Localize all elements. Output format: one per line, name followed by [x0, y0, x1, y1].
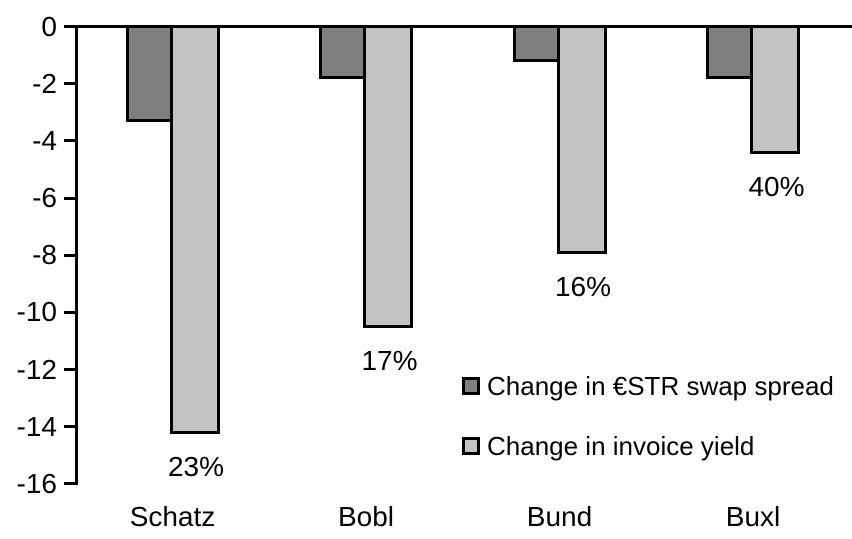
y-tick-label: -8 [32, 239, 57, 270]
legend-label: Change in €STR swap spread [487, 371, 834, 401]
bar-change-in-invoice-yield-schatz [169, 25, 220, 434]
y-tick-label: -6 [32, 182, 57, 213]
y-tick-label: -10 [16, 296, 57, 327]
bar-change-in-str-swap-spread-schatz [125, 25, 173, 122]
legend-swatch-icon [462, 377, 480, 395]
bar-change-in-invoice-yield-bund [556, 25, 607, 254]
bar-value-label: 40% [748, 171, 805, 202]
x-category-label-bobl: Bobl [337, 501, 395, 532]
bar-change-in-str-swap-spread-bund [512, 25, 560, 62]
bar-change-in-str-swap-spread-bobl [319, 25, 366, 79]
x-category-label-buxl: Buxl [725, 501, 781, 532]
y-axis-line [74, 25, 78, 485]
y-tick-label: -12 [16, 354, 57, 385]
y-tick-mark [64, 254, 76, 257]
bar-change-in-invoice-yield-buxl [750, 25, 800, 154]
y-tick-mark [64, 82, 76, 85]
x-category-label-bund: Bund [526, 501, 593, 532]
legend-item-change-in-str-swap-spread: Change in €STR swap spread [462, 371, 834, 401]
y-tick-label: 0 [41, 11, 57, 42]
y-tick-mark [64, 25, 76, 28]
y-tick-label: -14 [16, 411, 57, 442]
legend-label: Change in invoice yield [487, 431, 755, 461]
y-tick-mark [64, 482, 76, 485]
y-tick-label: -2 [32, 68, 57, 99]
bar-change-in-str-swap-spread-buxl [706, 25, 753, 79]
bar-value-label: 16% [554, 271, 612, 302]
x-category-label-schatz: Schatz [129, 501, 216, 532]
y-tick-label: -16 [16, 468, 57, 499]
bar-value-label: 23% [167, 451, 225, 482]
y-tick-label: -4 [32, 125, 57, 156]
bar-change-in-invoice-yield-bobl [363, 25, 413, 328]
y-tick-mark [64, 139, 76, 142]
bar-value-label: 17% [361, 345, 418, 376]
legend-swatch-icon [462, 437, 480, 455]
legend-item-change-in-invoice-yield: Change in invoice yield [462, 431, 754, 461]
y-tick-mark [64, 425, 76, 428]
y-tick-mark [64, 368, 76, 371]
y-tick-mark [64, 197, 76, 200]
x-axis-zero-line [74, 25, 852, 28]
y-tick-mark [64, 311, 76, 314]
